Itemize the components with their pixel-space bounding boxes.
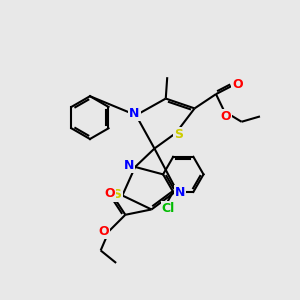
Text: O: O [220,110,230,123]
Text: O: O [232,78,243,91]
Text: O: O [98,225,109,238]
Text: S: S [112,188,122,201]
Text: S: S [174,128,183,141]
Text: Cl: Cl [162,202,175,214]
Text: O: O [104,188,115,200]
Text: N: N [129,107,140,120]
Text: N: N [175,186,185,199]
Text: N: N [123,159,134,172]
